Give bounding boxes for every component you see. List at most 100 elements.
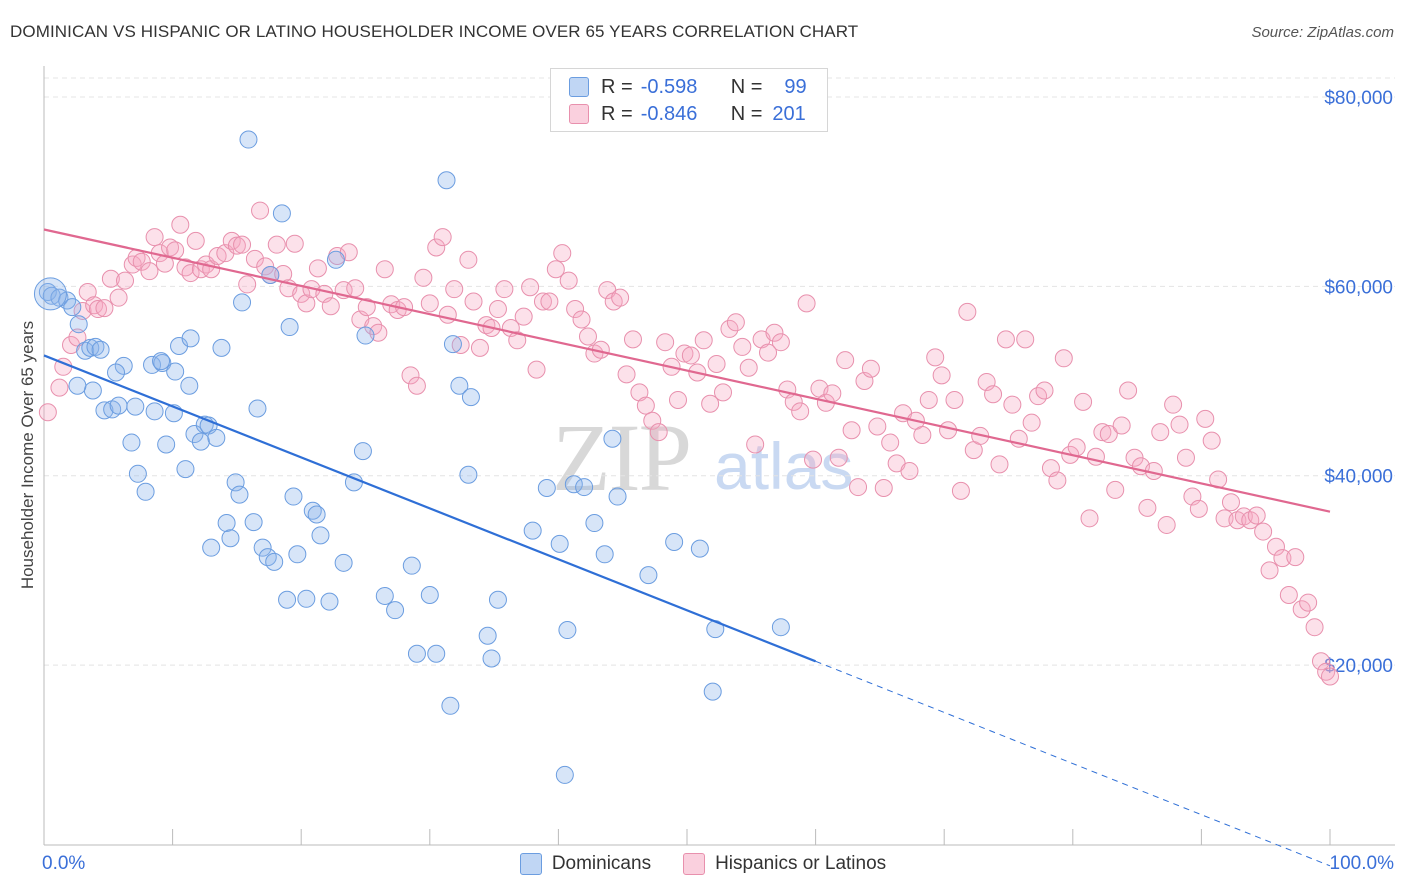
- legend-row-dominicans: R = -0.598 N = 99: [569, 74, 807, 100]
- hispanic-point: [38, 403, 57, 422]
- hispanic-point: [951, 481, 970, 500]
- hispanic-point: [459, 250, 478, 269]
- dominican-point: [180, 376, 199, 395]
- dominican-point: [603, 429, 622, 448]
- watermark-zip: ZIP: [552, 404, 692, 511]
- dominican-point: [152, 352, 171, 371]
- dominican-point: [91, 340, 110, 359]
- legend-swatch-hispanics: [683, 853, 706, 875]
- dominican-point: [311, 526, 330, 545]
- hispanic-point: [572, 310, 591, 329]
- hispanic-point: [508, 331, 527, 350]
- hispanic-point: [176, 258, 195, 277]
- dominican-point: [126, 397, 145, 416]
- dominican-point: [63, 298, 82, 317]
- hispanic-point: [375, 260, 394, 279]
- hispanic-point: [611, 288, 630, 307]
- legend-swatch-hispanics: [569, 104, 589, 124]
- hispanic-point: [1299, 593, 1318, 612]
- hispanic-point: [701, 394, 720, 413]
- hispanic-point: [1286, 548, 1305, 567]
- dominican-point: [280, 318, 299, 337]
- hispanic-point: [346, 279, 365, 298]
- hispanic-point: [488, 300, 507, 319]
- hispanic-point: [566, 300, 585, 319]
- dominican-point: [86, 337, 105, 356]
- hispanic-point: [926, 348, 945, 367]
- dominican-point: [665, 532, 684, 551]
- hispanic-point: [73, 301, 92, 320]
- dominican-point: [558, 621, 577, 640]
- hispanic-point: [1221, 493, 1240, 512]
- hispanic-point: [668, 390, 687, 409]
- dominican-point: [585, 514, 604, 533]
- hispanic-point: [285, 234, 304, 253]
- hispanic-point: [849, 478, 868, 497]
- hispanic-point: [308, 259, 327, 278]
- hispanic-point: [791, 402, 810, 421]
- hispanic-point: [540, 292, 559, 311]
- hispanic-point: [861, 359, 880, 378]
- hispanic-point: [1266, 537, 1285, 556]
- hispanic-point: [89, 300, 108, 319]
- hispanic-point: [1321, 667, 1339, 686]
- hispanic-point: [470, 338, 489, 357]
- hispanic-point: [617, 365, 636, 384]
- dominican-point: [233, 293, 252, 312]
- hispanic-point: [1196, 409, 1215, 428]
- legend-r-value: -0.846: [640, 102, 698, 125]
- hispanic-point: [900, 461, 919, 480]
- hispanic-point: [116, 271, 135, 290]
- hispanic-point: [546, 260, 565, 279]
- hispanic-point: [1074, 392, 1093, 411]
- dominican-point: [461, 388, 480, 407]
- correlation-legend: R = -0.598 N = 99 R = -0.846 N = 201: [550, 68, 828, 132]
- hispanic-point: [945, 390, 964, 409]
- dominican-point: [450, 376, 469, 395]
- dominican-point: [239, 130, 258, 149]
- hispanic-point: [643, 411, 662, 430]
- dominican-point: [353, 442, 372, 461]
- legend-r-value: -0.598: [640, 75, 698, 98]
- dominican-point: [550, 534, 569, 553]
- dominican-point: [307, 505, 326, 524]
- hispanic-point: [797, 294, 816, 313]
- legend-item-hispanics: Hispanics or Latinos: [683, 851, 886, 877]
- hispanic-point: [407, 376, 426, 395]
- dominican-point: [564, 475, 583, 494]
- legend-label-hispanics: Hispanics or Latinos: [715, 853, 887, 874]
- hispanic-point: [804, 450, 823, 469]
- hispanic-point: [1311, 652, 1330, 671]
- dominican-point: [69, 315, 88, 334]
- hispanic-point: [1189, 499, 1208, 518]
- hispanic-point: [233, 235, 252, 254]
- hispanic-point: [1247, 506, 1266, 525]
- hispanic-point: [720, 319, 739, 338]
- hispanic-point: [694, 331, 713, 350]
- dominican-point: [122, 433, 141, 452]
- y-tick-label: $60,000: [1324, 277, 1393, 298]
- dominican-point: [478, 626, 497, 645]
- hispanic-point: [68, 328, 87, 347]
- dominican-point: [221, 529, 240, 548]
- hispanic-point: [746, 435, 765, 454]
- hispanic-point: [267, 235, 286, 254]
- dominican-point: [145, 402, 164, 421]
- hispanic-point: [656, 333, 675, 352]
- hispanic-point: [95, 299, 114, 318]
- hispanic-point: [1170, 415, 1189, 434]
- dominican-point: [420, 586, 439, 605]
- hispanic-point: [739, 358, 758, 377]
- hispanic-point: [445, 280, 464, 299]
- hispanic-point: [495, 280, 514, 299]
- hispanic-point: [1016, 330, 1035, 349]
- legend-n-label: N =: [730, 75, 763, 98]
- legend-swatch-dominicans: [519, 853, 542, 875]
- hispanic-point: [726, 313, 745, 332]
- dominican-point: [114, 356, 133, 375]
- hispanic-point: [733, 337, 752, 356]
- hispanic-point: [836, 351, 855, 370]
- y-tick-label: $80,000: [1324, 88, 1393, 109]
- hispanic-point: [433, 228, 452, 247]
- hispanic-point: [222, 231, 241, 250]
